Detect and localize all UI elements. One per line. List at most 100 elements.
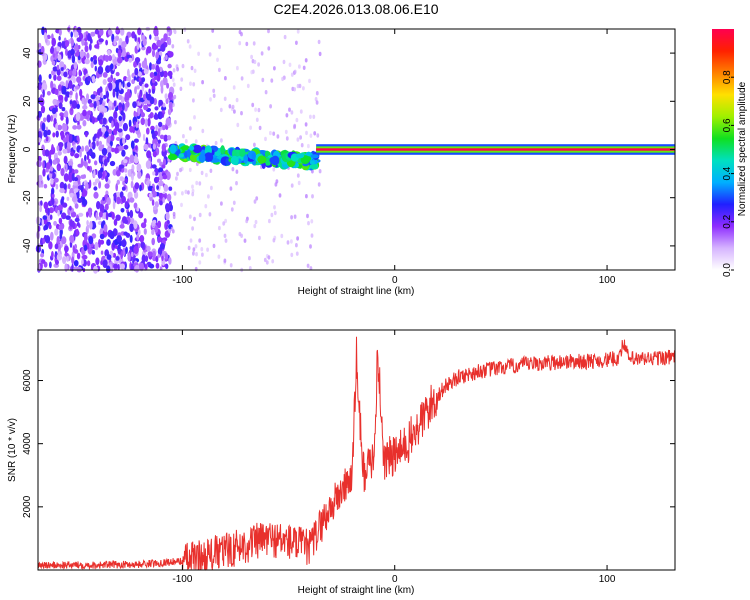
noise-cell xyxy=(55,130,59,138)
noise-cell xyxy=(129,197,135,203)
noise-cell xyxy=(59,181,65,190)
noise-cell xyxy=(45,136,49,142)
noise-cell xyxy=(89,220,93,230)
noise-cell xyxy=(272,167,276,172)
noise-cell xyxy=(151,199,155,206)
noise-cell xyxy=(146,245,151,252)
noise-cell xyxy=(48,207,55,214)
noise-cell xyxy=(163,184,169,192)
noise-cell xyxy=(129,209,134,219)
noise-cell xyxy=(133,202,138,209)
noise-cell xyxy=(76,228,79,236)
noise-cell xyxy=(102,72,108,78)
noise-cell xyxy=(86,220,89,226)
noise-cell xyxy=(156,73,161,82)
noise-cell xyxy=(288,107,291,112)
colorbar-tick-label: 0.6 xyxy=(722,118,733,132)
noise-cell xyxy=(113,192,117,200)
colorbar-tick-label: 0.2 xyxy=(722,214,733,228)
noise-cell xyxy=(269,130,272,136)
noise-cell xyxy=(272,238,276,243)
noise-cell xyxy=(169,204,174,212)
noise-cell xyxy=(257,62,260,67)
noise-cell xyxy=(273,66,276,71)
noise-cell xyxy=(280,233,284,239)
noise-cell xyxy=(164,252,169,260)
noise-cell xyxy=(149,62,152,71)
noise-cell xyxy=(159,134,165,140)
noise-cell xyxy=(40,45,45,55)
noise-cell xyxy=(181,63,185,69)
noise-cell xyxy=(143,68,149,75)
noise-cell xyxy=(59,112,64,117)
noise-cell xyxy=(305,130,308,136)
noise-cell xyxy=(163,134,168,142)
noise-cell xyxy=(188,167,192,173)
noise-cell xyxy=(72,68,77,77)
noise-cell xyxy=(118,115,123,122)
noise-cell xyxy=(172,82,176,87)
y-tick-label: 20 xyxy=(22,95,33,107)
noise-cell xyxy=(149,34,152,40)
signal-cell xyxy=(265,157,271,166)
noise-cell xyxy=(151,132,156,140)
noise-cell xyxy=(318,169,322,174)
noise-cell xyxy=(200,170,204,176)
noise-cell xyxy=(296,137,300,142)
noise-cell xyxy=(142,93,146,101)
noise-cell xyxy=(207,194,210,199)
noise-cell xyxy=(293,214,297,219)
noise-cell xyxy=(167,135,172,141)
noise-cell xyxy=(309,114,312,120)
noise-cell xyxy=(128,57,133,63)
noise-cell xyxy=(145,160,151,170)
noise-cell xyxy=(52,132,56,138)
noise-cell xyxy=(115,256,120,261)
noise-cell xyxy=(85,182,89,191)
noise-cell xyxy=(122,137,126,145)
noise-cell xyxy=(125,246,128,254)
noise-cell xyxy=(121,41,127,48)
noise-cell xyxy=(107,212,113,218)
noise-cell xyxy=(73,177,79,182)
signal-cell xyxy=(220,145,225,155)
colorbar-tick-label: 0.8 xyxy=(722,70,733,84)
noise-cell xyxy=(267,28,270,34)
noise-cell xyxy=(42,237,46,244)
noise-cell xyxy=(63,183,67,190)
noise-cell xyxy=(107,77,113,83)
noise-cell xyxy=(131,251,134,257)
noise-cell xyxy=(76,76,82,83)
noise-cell xyxy=(87,158,91,164)
noise-cell xyxy=(313,131,317,136)
noise-cell xyxy=(37,110,42,118)
noise-cell xyxy=(78,212,84,217)
noise-cell xyxy=(283,34,287,40)
noise-cell xyxy=(56,68,61,76)
noise-cell xyxy=(192,251,195,256)
noise-cell xyxy=(65,215,71,221)
noise-cell xyxy=(99,233,105,240)
noise-cell xyxy=(153,27,159,36)
noise-cell xyxy=(53,47,57,54)
noise-cell xyxy=(238,41,242,46)
noise-cell xyxy=(90,57,94,62)
noise-cell xyxy=(89,38,93,44)
noise-cell xyxy=(162,158,167,167)
noise-cell xyxy=(51,37,56,47)
noise-cell xyxy=(209,97,212,102)
noise-cell xyxy=(73,61,78,70)
noise-cell xyxy=(83,102,87,107)
noise-cell xyxy=(112,252,117,258)
noise-cell xyxy=(161,255,164,262)
noise-cell xyxy=(124,91,130,101)
noise-cell xyxy=(188,214,192,219)
noise-cell xyxy=(43,117,47,122)
noise-cell xyxy=(118,102,123,108)
noise-cell xyxy=(105,39,108,46)
noise-cell xyxy=(96,201,101,210)
noise-cell xyxy=(73,44,79,51)
noise-cell xyxy=(70,38,75,47)
noise-cell xyxy=(57,251,61,258)
